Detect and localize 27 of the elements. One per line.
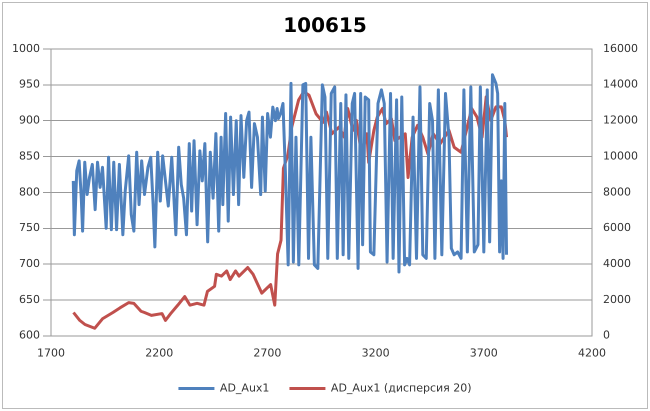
y2-tick-label: 6000 bbox=[603, 221, 632, 234]
legend-label: AD_Aux1 (дисперсия 20) bbox=[330, 381, 472, 394]
y2-tick-label: 14000 bbox=[603, 78, 638, 91]
x-tick-label: 3200 bbox=[362, 346, 390, 360]
y2-tick-label: 12000 bbox=[603, 114, 638, 127]
y2-tick-label: 8000 bbox=[603, 185, 632, 198]
y2-tick-label: 0 bbox=[603, 328, 610, 342]
x-tick-label: 1700 bbox=[36, 346, 65, 360]
y-tick-label: 800 bbox=[18, 185, 40, 198]
chart-title: 100615 bbox=[283, 13, 367, 38]
legend-label: AD_Aux1 bbox=[220, 381, 270, 394]
y-tick-label: 700 bbox=[18, 256, 40, 270]
x-tick-label: 3700 bbox=[470, 346, 498, 360]
y-tick-label: 650 bbox=[18, 292, 40, 306]
y-tick-label: 600 bbox=[18, 328, 40, 342]
y-tick-label: 950 bbox=[18, 78, 40, 91]
y-tick-label: 1000 bbox=[12, 42, 40, 55]
x-tick-label: 4200 bbox=[578, 346, 606, 360]
y2-tick-label: 16000 bbox=[603, 42, 638, 55]
y2-tick-label: 2000 bbox=[603, 292, 632, 306]
y-tick-label: 750 bbox=[18, 221, 40, 234]
y2-tick-label: 4000 bbox=[603, 256, 632, 270]
y-tick-label: 900 bbox=[18, 114, 40, 127]
x-tick-label: 2200 bbox=[145, 346, 174, 360]
y-tick-label: 850 bbox=[18, 149, 40, 162]
y2-tick-label: 10000 bbox=[603, 149, 638, 162]
x-tick-label: 2700 bbox=[253, 346, 282, 360]
